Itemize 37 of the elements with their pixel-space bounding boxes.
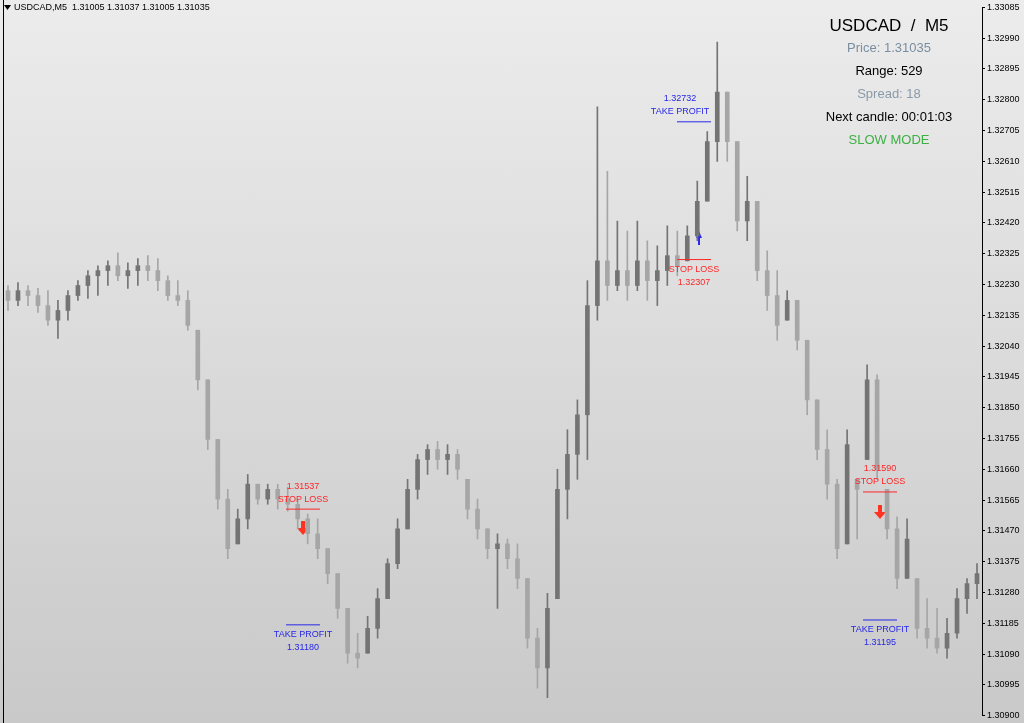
y-tick-label: 1.32230 — [987, 279, 1020, 290]
y-tick-label: 1.31185 — [987, 617, 1019, 628]
ref-line-label: TAKE PROFIT 1.31195 — [850, 624, 910, 648]
y-tick-label: 1.33085 — [987, 1, 1020, 12]
annotation: Next candle: 00:01:03 — [824, 109, 954, 124]
y-tick-label: 1.32610 — [987, 155, 1020, 166]
ref-line-label: 1.32732 TAKE PROFIT — [650, 93, 710, 117]
ref-line-label: 1.31590 STOP LOSS — [854, 463, 906, 487]
y-tick-label: 1.31850 — [987, 402, 1020, 413]
y-tick-label: 1.32895 — [987, 63, 1020, 74]
annotation: USDCAD / M5 — [828, 16, 950, 36]
y-tick-label: 1.31280 — [987, 586, 1020, 597]
ref-line-label: TAKE PROFIT 1.31180 — [273, 629, 333, 653]
y-tick-label: 1.32325 — [987, 248, 1020, 259]
y-tick-label: 1.32135 — [987, 309, 1020, 320]
y-tick-label: 1.32705 — [987, 125, 1020, 136]
y-tick-label: 1.31755 — [987, 432, 1020, 443]
chart-title: USDCAD,M5 1.31005 1.31037 1.31005 1.31035 — [14, 2, 210, 12]
y-tick-label: 1.30900 — [987, 710, 1020, 721]
y-tick-label: 1.31565 — [987, 494, 1020, 505]
y-tick-label: 1.32800 — [987, 94, 1020, 105]
y-tick-label: 1.32420 — [987, 217, 1020, 228]
annotation: Range: 529 — [854, 63, 924, 78]
ref-line-label: 1.31537 STOP LOSS — [277, 480, 329, 504]
y-tick-label: 1.31090 — [987, 648, 1020, 659]
y-tick-label: 1.32515 — [987, 186, 1020, 197]
y-tick-label: 1.30995 — [987, 679, 1020, 690]
annotation: Price: 1.31035 — [846, 40, 932, 55]
y-tick-label: 1.31945 — [987, 371, 1020, 382]
y-tick-label: 1.32990 — [987, 32, 1020, 43]
ref-line-label: STOP LOSS 1.32307 — [668, 264, 720, 288]
y-tick-label: 1.32040 — [987, 340, 1020, 351]
y-tick-label: 1.31470 — [987, 525, 1020, 536]
annotation: SLOW MODE — [847, 132, 931, 147]
y-tick-label: 1.31660 — [987, 463, 1020, 474]
annotation: Spread: 18 — [856, 86, 922, 101]
y-tick-label: 1.31375 — [987, 556, 1020, 567]
